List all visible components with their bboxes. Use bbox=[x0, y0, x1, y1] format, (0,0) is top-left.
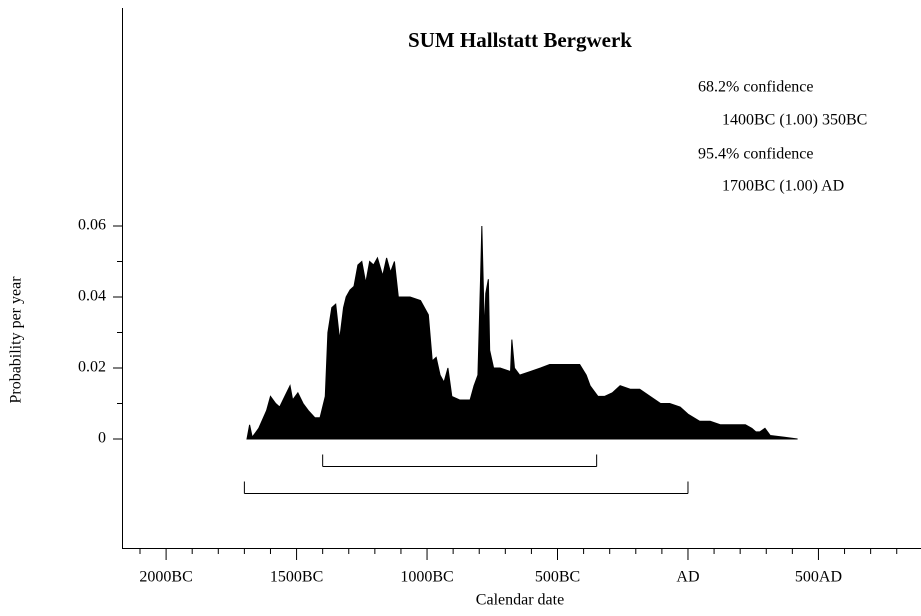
annotation: 1700BC (1.00) AD bbox=[722, 178, 844, 195]
x-tick-label: 2000BC bbox=[139, 569, 192, 586]
y-tick-label: 0.06 bbox=[78, 217, 106, 234]
annotation: 68.2% confidence bbox=[698, 79, 814, 96]
annotation: 95.4% confidence bbox=[698, 146, 814, 163]
x-tick-label: 500AD bbox=[795, 569, 842, 586]
x-axis-label: Calendar date bbox=[476, 592, 564, 609]
annotation: 1400BC (1.00) 350BC bbox=[722, 112, 867, 129]
x-tick-label: 1500BC bbox=[270, 569, 323, 586]
y-tick-label: 0.02 bbox=[78, 359, 106, 376]
probability-area bbox=[246, 225, 798, 440]
x-tick-label: 1000BC bbox=[400, 569, 453, 586]
x-tick-label: AD bbox=[676, 569, 699, 586]
y-tick-label: 0.04 bbox=[78, 288, 106, 305]
chart-title: SUM Hallstatt Bergwerk bbox=[408, 28, 632, 52]
y-axis-label: Probability per year bbox=[8, 276, 25, 404]
y-tick-label: 0 bbox=[98, 430, 106, 447]
x-tick-label: 500BC bbox=[535, 569, 580, 586]
